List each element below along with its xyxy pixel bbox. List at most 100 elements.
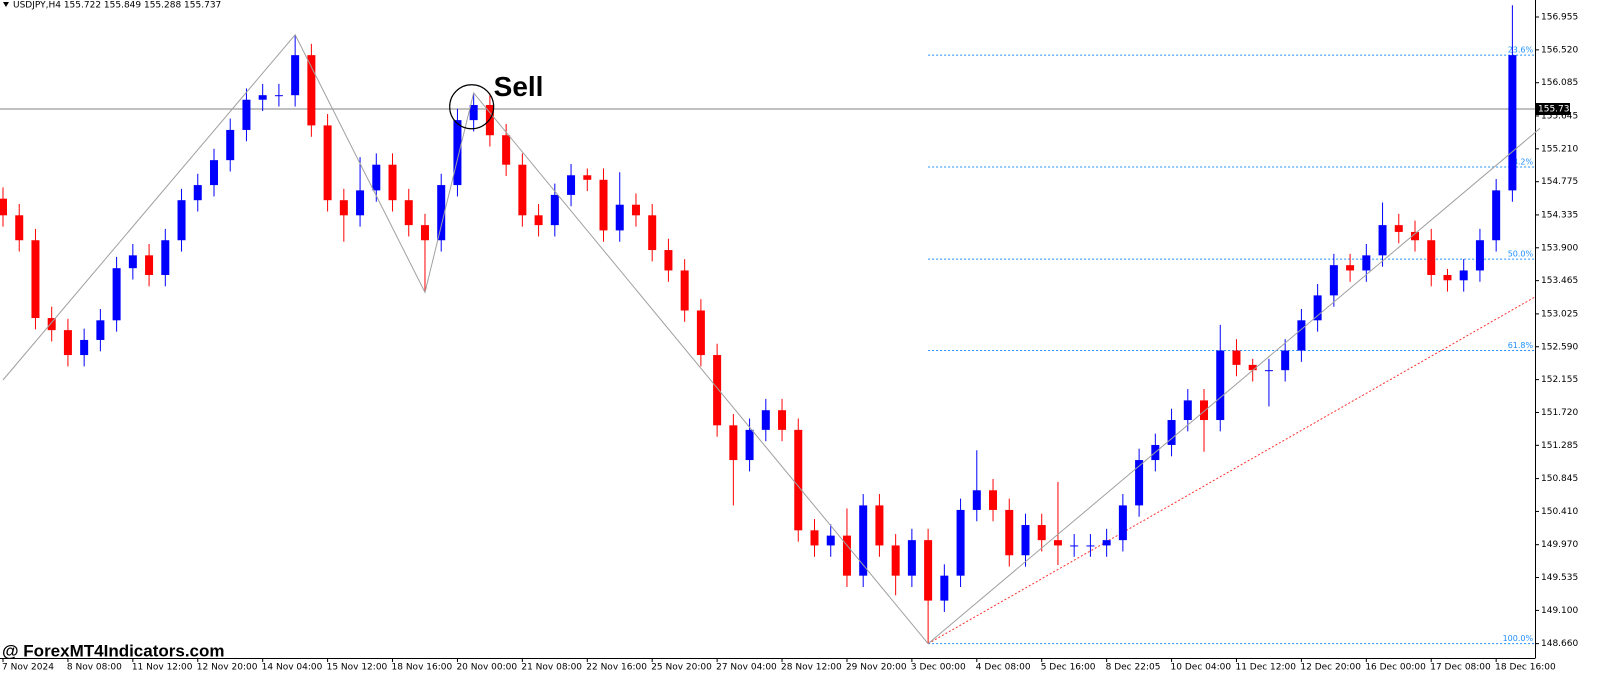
x-tick-label: 18 Nov 16:00: [392, 663, 453, 673]
fib-label: 61.8%: [1508, 341, 1534, 350]
candle-body: [112, 268, 121, 321]
candle-body: [583, 175, 592, 180]
candle-body: [1459, 270, 1468, 281]
candle-body: [274, 95, 283, 97]
y-tick-label: 151.285: [1541, 441, 1578, 451]
candle-body: [1037, 525, 1046, 541]
y-tick-label: 153.025: [1541, 309, 1578, 319]
candle-body: [80, 339, 89, 356]
fib-label: 50.0%: [1508, 250, 1534, 259]
candle-body: [599, 179, 608, 231]
y-tick-label: 156.520: [1541, 45, 1578, 55]
zigzag: [2, 33, 1541, 645]
x-tick-label: 12 Dec 20:00: [1300, 663, 1361, 673]
x-tick-label: 16 Dec 00:00: [1365, 663, 1426, 673]
annotation-text: Sell: [494, 71, 544, 102]
current-price-label: 155.737: [1538, 105, 1575, 115]
candle-body: [63, 330, 72, 356]
candle-body: [940, 575, 949, 601]
candle-body: [989, 490, 998, 510]
candle-body: [47, 318, 56, 331]
candle-body: [209, 160, 218, 186]
candle-body: [356, 190, 365, 216]
candle-body: [453, 120, 462, 186]
candle-body: [177, 200, 186, 241]
candle-body: [1183, 400, 1192, 421]
candle-body: [291, 55, 300, 96]
candle-body: [1329, 265, 1338, 296]
candle-body: [745, 429, 754, 461]
candle-body: [1411, 231, 1420, 241]
candle-body: [891, 545, 900, 576]
candle-body: [1427, 240, 1436, 275]
x-tick-label: 18 Dec 16:00: [1495, 663, 1556, 673]
x-tick-label: 11 Nov 12:00: [132, 663, 193, 673]
candle-body: [1070, 545, 1079, 547]
candle-body: [550, 194, 559, 226]
candle-body: [1118, 505, 1127, 541]
candle-body: [1394, 225, 1403, 232]
fib-label: 38.2%: [1508, 157, 1534, 166]
candle-body: [567, 175, 576, 195]
y-tick-label: 156.955: [1541, 12, 1578, 22]
y-tick-label: 151.720: [1541, 408, 1578, 418]
x-tick-label: 25 Nov 20:00: [651, 663, 712, 673]
candle-body: [145, 255, 154, 275]
candle-body: [1232, 350, 1241, 365]
candle-body: [696, 310, 705, 356]
x-tick-label: 5 Dec 16:00: [1041, 663, 1096, 673]
x-tick-label: 27 Nov 04:00: [716, 663, 777, 673]
candle-body: [0, 198, 7, 216]
candle-body: [258, 95, 267, 100]
candle-body: [323, 125, 332, 201]
x-tick-label: 12 Nov 20:00: [197, 663, 258, 673]
candle-body: [469, 105, 478, 121]
candle-body: [924, 540, 933, 601]
candle-body: [907, 540, 916, 576]
y-tick-label: 150.845: [1541, 474, 1578, 484]
candle-body: [972, 490, 981, 510]
candle-body: [1135, 460, 1144, 506]
x-tick-label: 8 Dec 22:05: [1106, 663, 1161, 673]
candle-body: [1378, 225, 1387, 256]
candle-body: [1362, 255, 1371, 271]
y-tick-label: 153.900: [1541, 243, 1578, 253]
candle-body: [1086, 545, 1095, 547]
candle-body: [631, 204, 640, 216]
candle-body: [826, 535, 835, 546]
candle-body: [810, 530, 819, 546]
x-tick-label: 22 Nov 16:00: [586, 663, 647, 673]
candle-body: [420, 225, 429, 241]
x-tick-label: 14 Nov 04:00: [262, 663, 323, 673]
watermark: @ ForexMT4Indicators.com: [2, 641, 225, 660]
candle-body: [1053, 540, 1062, 546]
x-tick-label: 28 Nov 12:00: [781, 663, 842, 673]
y-tick-label: 152.155: [1541, 375, 1578, 385]
candle-body: [437, 185, 446, 241]
candle-body: [372, 164, 381, 191]
trendline: [927, 296, 1536, 645]
candle-body: [875, 505, 884, 546]
x-tick-label: 20 Nov 00:00: [456, 663, 517, 673]
candle-body: [242, 99, 251, 130]
candle-body: [339, 200, 348, 216]
current-price-box: [1536, 103, 1570, 116]
candle-body: [842, 535, 851, 576]
annotation-circle: [449, 84, 495, 130]
candle-body: [1248, 364, 1257, 371]
x-tick-label: 17 Dec 08:00: [1430, 663, 1491, 673]
candle-body: [1346, 265, 1355, 271]
candle-body: [15, 215, 24, 241]
candle-body: [1102, 540, 1111, 546]
x-tick-label: 29 Nov 20:00: [846, 663, 907, 673]
y-tick-label: 148.660: [1541, 639, 1578, 649]
candle-body: [778, 410, 787, 430]
candle-body: [680, 270, 689, 311]
candle-body: [518, 164, 527, 216]
candle-body: [859, 505, 868, 576]
x-tick-label: 8 Nov 08:00: [67, 663, 122, 673]
candle-body: [794, 429, 803, 531]
candle-body: [193, 185, 202, 201]
